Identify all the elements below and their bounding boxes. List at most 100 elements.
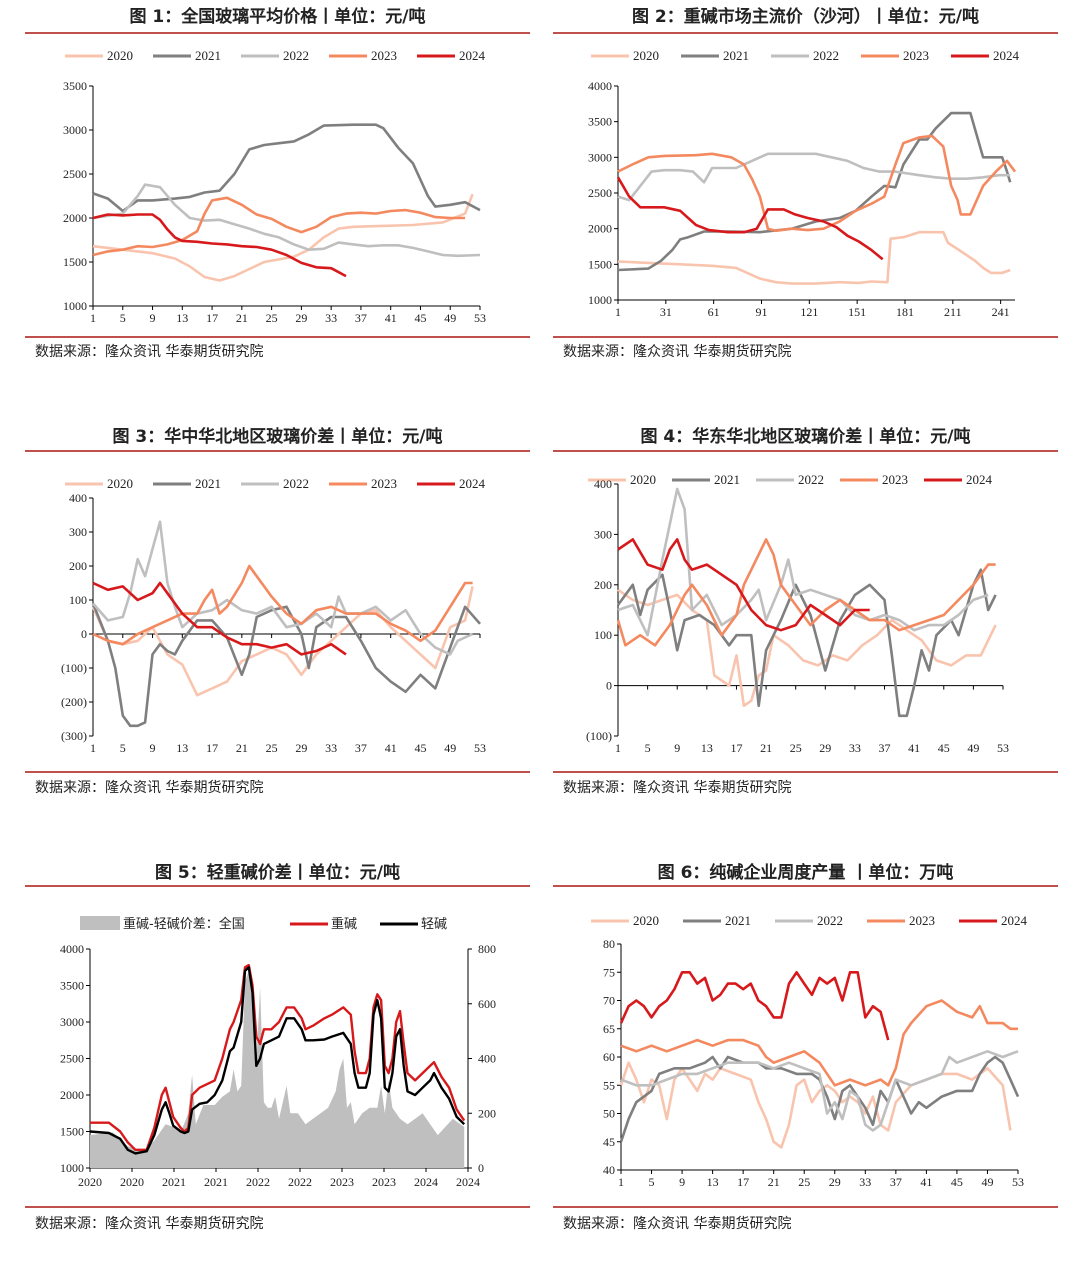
- series-line-2021: [619, 1055, 1020, 1143]
- x-tick-label: 21: [236, 311, 248, 325]
- y-right-tick-label: 400: [478, 1052, 496, 1066]
- source-note: 数据来源：隆众资讯 华泰期货研究院: [35, 1216, 264, 1232]
- x-tick-label: 1: [90, 741, 96, 755]
- x-tick-label: 13: [701, 741, 713, 755]
- legend-label-2023: 2023: [371, 476, 397, 491]
- series-line-2023: [620, 999, 1018, 1087]
- x-tick-label: 9: [150, 741, 156, 755]
- y-tick-label: 70: [603, 994, 615, 1008]
- x-tick-label: 45: [414, 741, 426, 755]
- legend-label-2021: 2021: [714, 472, 740, 487]
- chart-panel-1: 图 1：全国玻璃平均价格丨单位：元/吨 2020 2021 2022 2023 2024…: [25, 6, 530, 406]
- series-line-2022: [620, 1050, 1019, 1132]
- chart-6: 2020 2021 2022 2023 2024 40 45 50 55 60 65 70 75 80 1 5…: [591, 913, 1028, 1189]
- series-line-2020: [92, 193, 474, 282]
- x-tick-label: 49: [967, 741, 979, 755]
- x-tick-label: 5: [645, 741, 651, 755]
- x-tick-label: 33: [859, 1175, 871, 1189]
- source-rule: [25, 1206, 530, 1208]
- series-line-2024: [619, 971, 890, 1041]
- y-left-tick-label: 3000: [60, 1015, 84, 1029]
- series-line-2023: [92, 196, 466, 257]
- y-tick-label: 300: [69, 525, 87, 539]
- x-tick-label: 1: [90, 311, 96, 325]
- y-tick-label: (200): [61, 695, 87, 709]
- x-tick-label: 41: [920, 1175, 932, 1189]
- y-tick-label: 2500: [588, 186, 612, 200]
- x-tick-label: 29: [819, 741, 831, 755]
- y-tick-label: 2000: [63, 211, 87, 225]
- x-tick-label: 211: [944, 305, 962, 319]
- legend-label-2021: 2021: [723, 48, 749, 63]
- y-tick-label: 400: [69, 491, 87, 505]
- chart-4: 2020 2021 2022 2023 2024 (100) 0 100 200 300 400 1 5…: [586, 472, 1009, 755]
- x-tick-label: 45: [951, 1175, 963, 1189]
- x-tick-label: 2022: [246, 1175, 270, 1189]
- x-tick-label: 49: [444, 741, 456, 755]
- x-tick-label: 2022: [288, 1175, 312, 1189]
- x-tick-label: 45: [414, 311, 426, 325]
- x-tick-label: 91: [755, 305, 767, 319]
- title-rule: [553, 32, 1058, 34]
- y-tick-label: 100: [69, 593, 87, 607]
- x-tick-label: 37: [355, 311, 367, 325]
- series-line-2024: [92, 581, 347, 656]
- x-tick-label: 121: [800, 305, 818, 319]
- x-tick-label: 181: [896, 305, 914, 319]
- series-line-2024: [92, 213, 347, 278]
- y-tick-label: 65: [603, 1022, 615, 1036]
- x-tick-label: 2023: [330, 1175, 354, 1189]
- y-tick-label: (100): [586, 729, 612, 743]
- legend-label-2024: 2024: [966, 472, 993, 487]
- source-note: 数据来源：隆众资讯 华泰期货研究院: [563, 1216, 792, 1232]
- legend-label-2020: 2020: [107, 48, 133, 63]
- y-tick-label: 45: [603, 1135, 615, 1149]
- series-line-2022: [92, 183, 481, 258]
- legend-label-2024: 2024: [459, 48, 486, 63]
- legend-label-2024: 2024: [459, 476, 486, 491]
- x-tick-label: 2024: [414, 1175, 438, 1189]
- y-tick-label: 75: [603, 965, 615, 979]
- chart-panel-2: 图 2：重碱市场主流价（沙河）丨单位：元/吨 2020 2021 2022 2023 2…: [553, 6, 1058, 406]
- series-line-2020: [617, 230, 1011, 285]
- x-tick-label: 41: [908, 741, 920, 755]
- x-tick-label: 29: [295, 311, 307, 325]
- x-tick-label: 25: [790, 741, 802, 755]
- legend-label-2021: 2021: [195, 476, 221, 491]
- x-tick-label: 25: [266, 741, 278, 755]
- y-tick-label: 200: [594, 578, 612, 592]
- source-note: 数据来源：隆众资讯 华泰期货研究院: [563, 780, 792, 796]
- legend-label-2021: 2021: [195, 48, 221, 63]
- x-tick-label: 37: [355, 741, 367, 755]
- chart-3: 2020 2021 2022 2023 2024 (300) (200) (100) 0 100 2…: [61, 476, 486, 755]
- x-tick-label: 5: [120, 311, 126, 325]
- legend-label-2023: 2023: [903, 48, 929, 63]
- y-left-tick-label: 2500: [60, 1052, 84, 1066]
- legend-label-heavy: 重碱: [331, 916, 357, 932]
- title-rule: [25, 450, 530, 452]
- y-tick-label: 400: [594, 477, 612, 491]
- y-tick-label: 1500: [588, 257, 612, 271]
- legend-label-light: 轻碱: [421, 917, 447, 932]
- legend-label-2020: 2020: [630, 472, 656, 487]
- series-line-2022: [617, 487, 989, 637]
- series-line-2024: [617, 538, 870, 632]
- y-tick-label: 3500: [63, 79, 87, 93]
- series-line-2023: [92, 564, 473, 646]
- y-right-tick-label: 800: [478, 942, 496, 956]
- chart-panel-3: 图 3：华中华北地区玻璃价差丨单位：元/吨 2020 2021 2022 2023 20…: [25, 426, 530, 826]
- x-tick-label: 61: [708, 305, 720, 319]
- legend-label-2020: 2020: [107, 476, 133, 491]
- x-tick-label: 2020: [120, 1175, 144, 1189]
- x-tick-label: 45: [938, 741, 950, 755]
- x-tick-label: 53: [474, 311, 486, 325]
- title-rule: [25, 32, 530, 34]
- x-tick-label: 1: [615, 741, 621, 755]
- y-tick-label: 1000: [63, 299, 87, 313]
- x-tick-label: 17: [206, 311, 218, 325]
- x-tick-label: 2021: [204, 1175, 228, 1189]
- x-tick-label: 49: [981, 1175, 993, 1189]
- x-tick-label: 21: [236, 741, 248, 755]
- chart-panel-5: 图 5：轻重碱价差丨单位：元/吨 重碱-轻碱价差：全国 重碱 轻碱 1000 1500 2…: [25, 862, 530, 1262]
- chart-1: 2020 2021 2022 2023 2024 1000 1500 2000 2500 3000…: [63, 48, 486, 325]
